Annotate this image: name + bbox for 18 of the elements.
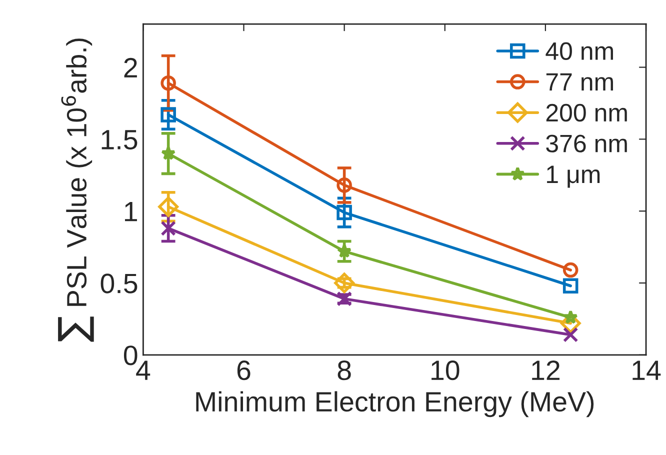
legend-label: 40 nm — [546, 42, 613, 60]
legend-label: 77 nm — [546, 73, 613, 91]
y-tick-label: 1.5 — [102, 130, 138, 150]
x-tick-label: 4 — [136, 360, 150, 380]
y-tick-label: 0.5 — [100, 274, 138, 294]
legend-label: 376 nm — [546, 134, 627, 152]
x-tick-label: 6 — [237, 360, 250, 380]
y-tick-label: 0 — [124, 346, 138, 366]
legend-label: 200 nm — [546, 104, 627, 122]
x-tick-label: 10 — [432, 360, 460, 380]
y-axis-title: ∑ PSL Value (x 10$^{6}$arb.) — [58, 38, 94, 342]
y-tick-label: 2 — [124, 58, 137, 78]
y-tick-label: 1 — [125, 202, 137, 222]
legend-label: 1 μm — [547, 166, 600, 188]
x-tick-label: 14 — [632, 360, 661, 380]
x-tick-label: 8 — [338, 360, 351, 380]
x-axis-title: Minimum Electron Energy (MeV) — [196, 391, 594, 418]
x-tick-label: 12 — [532, 360, 560, 380]
